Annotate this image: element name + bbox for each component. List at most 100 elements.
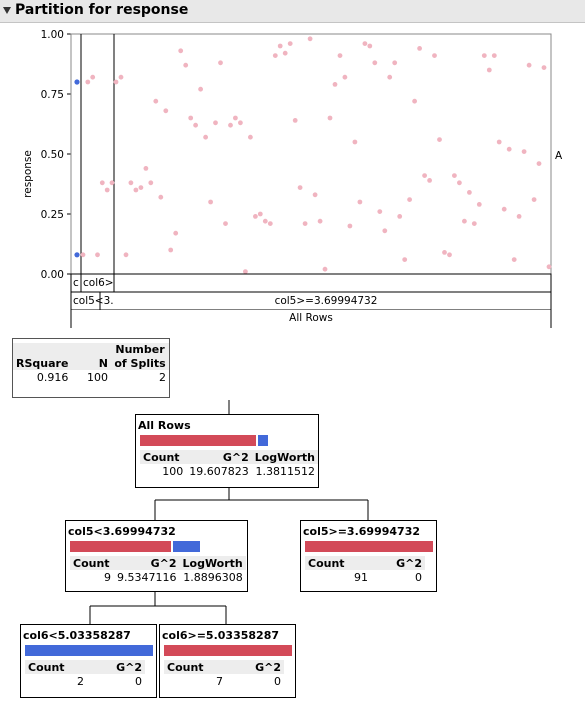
- data-point[interactable]: [491, 53, 497, 58]
- tree-node-col6-high[interactable]: col6>=5.03358287 Count G^2 7 0: [159, 624, 296, 698]
- data-point[interactable]: [183, 62, 189, 68]
- data-point[interactable]: [412, 98, 417, 104]
- data-point[interactable]: [546, 264, 552, 270]
- data-point[interactable]: [123, 252, 129, 258]
- data-point[interactable]: [307, 36, 313, 42]
- data-point[interactable]: [342, 74, 348, 80]
- data-point[interactable]: [516, 214, 522, 219]
- data-point[interactable]: [352, 139, 358, 145]
- data-point[interactable]: [422, 173, 427, 179]
- tree-node-all-rows[interactable]: All Rows Count G^2 LogWorth 100 19.607823 1.…: [135, 414, 319, 488]
- data-point[interactable]: [367, 43, 373, 49]
- data-point[interactable]: [442, 250, 447, 255]
- data-point[interactable]: [208, 199, 214, 205]
- data-point[interactable]: [377, 209, 383, 215]
- data-point[interactable]: [302, 221, 308, 227]
- data-point[interactable]: [143, 166, 149, 171]
- data-point[interactable]: [387, 74, 393, 80]
- data-point[interactable]: [95, 252, 100, 258]
- data-point[interactable]: [506, 146, 512, 152]
- data-point[interactable]: [317, 218, 323, 224]
- data-point[interactable]: [203, 134, 209, 140]
- data-point[interactable]: [85, 79, 91, 85]
- data-point[interactable]: [471, 221, 477, 227]
- data-point[interactable]: [277, 43, 283, 49]
- data-point[interactable]: [501, 206, 507, 212]
- data-point[interactable]: [486, 67, 492, 73]
- data-point[interactable]: [173, 230, 179, 236]
- data-point[interactable]: [521, 149, 527, 154]
- data-point[interactable]: [476, 202, 482, 207]
- data-point[interactable]: [158, 194, 164, 200]
- data-point[interactable]: [382, 228, 388, 234]
- data-point[interactable]: [138, 185, 144, 191]
- data-point[interactable]: [407, 197, 412, 203]
- tree-node-col5-high[interactable]: col5>=3.69994732 Count G^2 91 0: [300, 520, 437, 592]
- data-point[interactable]: [511, 257, 517, 262]
- tree-node-col6-low[interactable]: col6<5.03358287 Count G^2 2 0: [20, 624, 157, 698]
- data-point[interactable]: [417, 46, 422, 51]
- data-point[interactable]: [218, 60, 223, 66]
- data-point[interactable]: [432, 53, 437, 58]
- data-point[interactable]: [427, 178, 432, 183]
- data-point[interactable]: [447, 252, 452, 258]
- data-point[interactable]: [526, 62, 532, 68]
- data-point[interactable]: [297, 185, 303, 191]
- data-point[interactable]: [397, 214, 403, 219]
- data-point[interactable]: [312, 192, 318, 198]
- data-point[interactable]: [253, 214, 258, 219]
- data-point[interactable]: [322, 266, 328, 272]
- data-point[interactable]: [128, 180, 134, 186]
- data-point[interactable]: [74, 252, 80, 258]
- data-point[interactable]: [113, 79, 119, 85]
- data-point[interactable]: [347, 223, 353, 229]
- data-point[interactable]: [163, 108, 169, 114]
- data-point[interactable]: [109, 180, 115, 186]
- data-point[interactable]: [178, 48, 184, 54]
- data-point[interactable]: [531, 197, 537, 203]
- data-point[interactable]: [267, 221, 273, 227]
- data-point[interactable]: [392, 60, 398, 66]
- data-point[interactable]: [198, 86, 204, 92]
- data-point[interactable]: [223, 221, 228, 227]
- data-point[interactable]: [282, 50, 288, 56]
- data-point[interactable]: [238, 120, 243, 126]
- data-point[interactable]: [213, 120, 218, 126]
- data-point[interactable]: [327, 115, 333, 121]
- data-point[interactable]: [357, 199, 363, 205]
- data-point[interactable]: [243, 269, 248, 274]
- data-point[interactable]: [188, 115, 194, 121]
- disclosure-triangle-icon[interactable]: [3, 7, 11, 14]
- data-point[interactable]: [362, 41, 368, 46]
- data-point[interactable]: [292, 118, 298, 123]
- data-point[interactable]: [372, 60, 378, 66]
- data-point[interactable]: [536, 161, 542, 167]
- data-point[interactable]: [168, 247, 174, 253]
- data-point[interactable]: [467, 190, 472, 195]
- data-point[interactable]: [457, 180, 462, 186]
- data-point[interactable]: [337, 53, 343, 58]
- data-point[interactable]: [80, 252, 86, 258]
- data-point[interactable]: [248, 134, 253, 140]
- data-point[interactable]: [402, 257, 408, 262]
- data-point[interactable]: [148, 180, 154, 186]
- data-point[interactable]: [104, 187, 110, 193]
- data-point[interactable]: [481, 53, 487, 58]
- data-point[interactable]: [228, 122, 233, 128]
- data-point[interactable]: [257, 211, 263, 217]
- tree-node-col5-low[interactable]: col5<3.69994732 Count G^2 LogWorth 9 9.5347…: [65, 520, 248, 592]
- data-point[interactable]: [74, 79, 80, 85]
- data-point[interactable]: [287, 41, 293, 46]
- data-point[interactable]: [462, 218, 467, 224]
- data-point[interactable]: [118, 74, 124, 80]
- data-point[interactable]: [541, 65, 547, 70]
- data-point[interactable]: [262, 218, 268, 224]
- data-point[interactable]: [153, 98, 159, 104]
- data-point[interactable]: [437, 137, 442, 142]
- data-point[interactable]: [272, 53, 278, 58]
- data-point[interactable]: [332, 82, 338, 87]
- report-title-bar[interactable]: Partition for response: [0, 0, 585, 23]
- data-point[interactable]: [193, 122, 199, 128]
- data-point[interactable]: [452, 173, 457, 179]
- data-point[interactable]: [496, 139, 502, 145]
